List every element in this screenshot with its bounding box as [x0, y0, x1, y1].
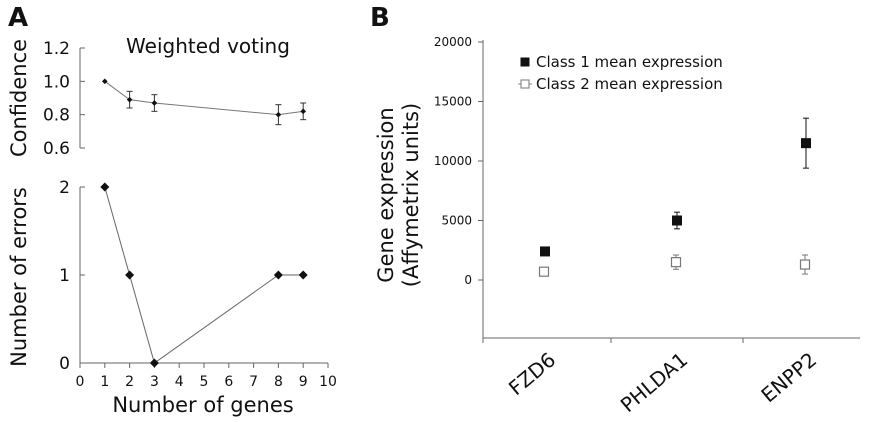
panel-label-a: A: [8, 3, 28, 33]
expression-chart: Gene expression (Affymetrix units) 0 5000…: [374, 35, 860, 417]
expression-y-label-line2: (Affymetrix units): [399, 103, 423, 287]
confidence-line: [104, 80, 304, 116]
confidence-point: [151, 100, 158, 106]
errors-x-tick-label: 9: [299, 374, 308, 390]
errors-point: [298, 270, 308, 280]
errors-x-tick-label: 1: [100, 374, 109, 390]
legend-class2-marker: [520, 79, 530, 89]
errors-point: [149, 358, 159, 368]
errors-x-label: Number of genes: [112, 393, 293, 417]
errors-x-tick-label: 7: [249, 374, 258, 390]
confidence-y-tick-label: 0.6: [43, 139, 70, 159]
legend-class1-label: Class 1 mean expression: [536, 53, 723, 71]
confidence-title: Weighted voting: [126, 34, 290, 58]
confidence-point: [101, 78, 108, 85]
errors-point: [273, 270, 283, 280]
class1-point: [672, 215, 682, 226]
expression-x-tick-label: ENPP2: [756, 347, 821, 407]
errors-x-tick-label: 5: [200, 374, 209, 390]
expression-x-tick-label: FZD6: [504, 347, 560, 400]
errors-line: [104, 186, 304, 364]
errors-y-tick-label: 0: [59, 354, 70, 374]
expression-y-tick-label: 10000: [434, 154, 472, 168]
errors-x-tick-label: 8: [274, 374, 283, 390]
expression-y-label-line1: Gene expression: [374, 107, 398, 282]
errors-x-tick-label: 4: [175, 374, 184, 390]
errors-point: [125, 270, 135, 280]
class2-point: [799, 259, 811, 270]
errors-x-tick-label: 6: [224, 374, 233, 390]
errors-y-label: Number of errors: [7, 187, 31, 367]
expression-x-tick-label: PHLDA1: [616, 347, 692, 417]
errors-y-tick-label: 2: [59, 178, 70, 198]
errors-y-tick-label: 1: [59, 266, 70, 286]
errors-x-tick-label: 0: [76, 374, 85, 390]
confidence-y-tick-label: 0.8: [43, 106, 70, 126]
confidence-point: [275, 111, 282, 118]
confidence-y-label: Confidence: [7, 39, 31, 157]
expression-y-tick-label: 15000: [434, 95, 472, 109]
expression-y-tick-label: 5000: [441, 214, 472, 228]
confidence-point: [300, 108, 307, 115]
confidence-chart: Weighted voting Confidence 0.6 0.8 1.0 1.2: [7, 34, 307, 159]
class1-point: [540, 246, 550, 257]
errors-x-tick-label: 10: [319, 374, 337, 390]
expression-y-tick-label: 0: [464, 273, 472, 287]
errors-x-tick-label: 2: [125, 374, 134, 390]
errors-x-tick-label: 3: [150, 374, 159, 390]
legend-class1-marker: [520, 57, 530, 67]
confidence-y-tick-label: 1.2: [43, 39, 70, 59]
expression-y-tick-label: 20000: [434, 35, 472, 49]
confidence-y-tick-label: 1.0: [43, 72, 70, 92]
class2-point: [670, 257, 682, 268]
legend-class2-label: Class 2 mean expression: [536, 75, 723, 93]
panel-label-b: B: [370, 3, 390, 33]
errors-point: [100, 182, 110, 192]
class2-point: [538, 266, 550, 277]
class1-point: [801, 138, 811, 149]
